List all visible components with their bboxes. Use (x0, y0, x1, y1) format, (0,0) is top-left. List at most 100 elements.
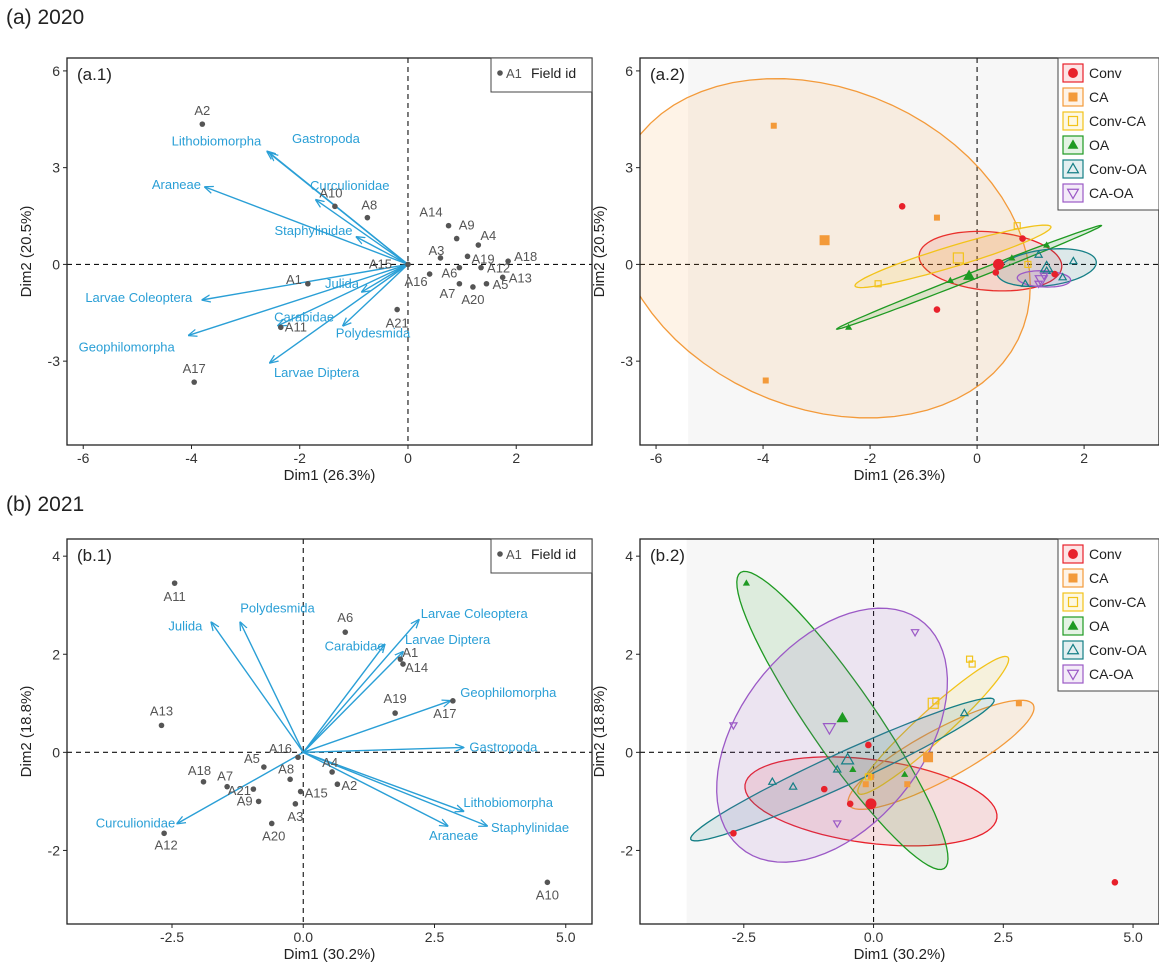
field-point (295, 754, 301, 761)
point-Conv (1111, 879, 1119, 886)
vector-label: Staphylinidae (491, 820, 569, 835)
y-tick-label: -3 (621, 353, 634, 369)
y-tick-label: 6 (52, 63, 60, 79)
point-Conv-CA (1024, 260, 1032, 268)
centroid-Conv-OA (840, 752, 855, 765)
y-tick-label: 3 (52, 160, 60, 176)
panel-a1: Gastropoda Lithobiomorpha Araneae Curculion… (18, 57, 593, 484)
centroid-OA (963, 269, 976, 280)
y-tick-label: 4 (625, 548, 633, 564)
field-point (158, 722, 165, 729)
vector-label: Carabidae (274, 310, 334, 325)
legend-label: OA (1089, 137, 1110, 153)
x-tick-label: -4 (757, 450, 770, 466)
field-point (199, 121, 206, 127)
field-label: A9 (459, 218, 475, 233)
vector-arrow (189, 263, 409, 335)
field-point (456, 280, 463, 287)
field-point (464, 253, 471, 260)
point-CA-OA (910, 629, 920, 638)
field-label: A5 (244, 751, 260, 766)
vector-arrow (240, 622, 304, 753)
field-label: A14 (405, 660, 428, 675)
legend-label: Conv-OA (1089, 642, 1147, 658)
group-legend (1057, 538, 1159, 692)
field-label: A3 (287, 809, 303, 824)
field-point (268, 820, 275, 827)
vector-arrow (316, 200, 409, 265)
field-point (397, 656, 404, 662)
centroid-Conv-CA (927, 697, 939, 709)
vector-label: Larvae Coleoptera (85, 290, 193, 305)
field-label: A12 (155, 837, 178, 852)
field-label: A6 (441, 266, 457, 281)
y-tick-label: 0 (625, 256, 633, 272)
plot-frame (66, 57, 593, 446)
field-point (161, 830, 167, 837)
legend-label: OA (1089, 618, 1110, 634)
centroid-Conv-OA (1039, 260, 1054, 273)
panel-label: (b.1) (77, 546, 112, 565)
field-id-legend (490, 57, 593, 93)
field-point (445, 222, 452, 229)
field-id-legend-title: Field id (531, 65, 576, 81)
y-axis-label: Dim2 (18.8%) (18, 686, 35, 778)
vector-arrow (267, 152, 409, 265)
y-tick-label: 2 (52, 646, 60, 662)
vector-label: Curculionidae (96, 815, 176, 830)
field-point (287, 776, 293, 783)
vector-label: Araneae (429, 828, 478, 843)
plot-content (640, 58, 1159, 445)
ellipse-Conv-CA (857, 655, 1010, 795)
point-Conv (898, 203, 906, 210)
point-Conv-OA (1068, 256, 1079, 265)
field-label: A13 (509, 270, 532, 285)
field-point (456, 264, 463, 271)
point-CA (762, 377, 769, 384)
x-tick-label: -2.5 (732, 929, 756, 945)
field-point (297, 788, 304, 795)
group-legend (1057, 57, 1159, 211)
field-label: A21 (386, 316, 409, 331)
field-point (255, 798, 262, 805)
legend-marker-Conv (1068, 68, 1078, 78)
legend-marker-CA-OA (1066, 188, 1080, 200)
vector-label: Geophilomorpha (79, 339, 176, 354)
field-point (329, 769, 335, 775)
vector-arrow (302, 620, 419, 753)
field-point (453, 235, 460, 242)
field-label: A12 (487, 261, 510, 276)
point-Conv-OA (788, 781, 798, 790)
panel-label: (a.1) (77, 65, 112, 84)
centroid-CA-OA (1034, 275, 1049, 288)
point-Conv (846, 800, 854, 808)
field-point (426, 271, 433, 277)
field-label: A11 (285, 319, 307, 334)
vector-arrow (303, 701, 450, 754)
x-tick-label: -2.5 (160, 929, 184, 945)
field-label: A16 (404, 274, 427, 289)
field-point (544, 879, 551, 886)
y-tick-label: 0 (52, 256, 60, 272)
legend-label: Conv (1089, 65, 1122, 81)
vector-arrow (205, 187, 409, 266)
vector-arrow (302, 644, 384, 753)
field-label: A1 (286, 272, 302, 287)
point-CA (904, 781, 911, 788)
field-point (400, 661, 406, 667)
section-title-2021: (b) 2021 (6, 493, 85, 516)
field-label: A4 (480, 228, 496, 243)
legend-key-Conv-CA (1062, 592, 1084, 612)
point-Conv-OA (959, 708, 970, 717)
field-label: A10 (536, 887, 559, 902)
ellipse-Conv-OA (690, 697, 995, 842)
vector-arrow (270, 263, 409, 362)
vector-label: Araneae (152, 177, 201, 192)
legend-marker-CA-OA (1066, 669, 1080, 681)
vector-label: Julida (168, 618, 203, 633)
x-tick-label: 2 (512, 450, 520, 466)
point-Conv-OA (832, 764, 842, 773)
x-tick-label: -2 (864, 450, 877, 466)
field-point (200, 778, 207, 785)
